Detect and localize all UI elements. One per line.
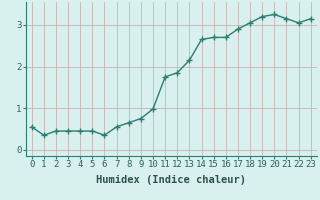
X-axis label: Humidex (Indice chaleur): Humidex (Indice chaleur) [96,175,246,185]
